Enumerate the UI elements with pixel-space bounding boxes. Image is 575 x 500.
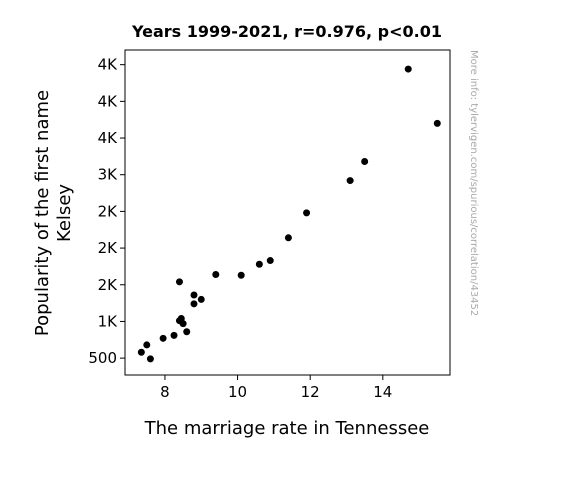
- data-point: [137, 348, 145, 356]
- y-tick-label: 4K: [98, 92, 119, 110]
- y-tick-label: 2K: [98, 239, 119, 257]
- y-axis-label-line-2: Kelsey: [54, 184, 75, 242]
- data-point: [346, 177, 354, 185]
- y-tick-label: 2K: [98, 276, 119, 294]
- y-axis-ticks: 500 1K 2K 2K 2K 3K 4K 4K 4K: [88, 56, 125, 367]
- data-point: [175, 278, 183, 286]
- watermark-text: More info: tylervigen.com/spurious/corre…: [468, 50, 479, 316]
- y-axis-label: Popularity of the first name Kelsey: [32, 90, 75, 336]
- plot-frame: [124, 49, 451, 376]
- data-point: [284, 234, 292, 242]
- data-point: [159, 334, 167, 342]
- data-point: [404, 65, 412, 73]
- y-tick-label: 3K: [98, 166, 119, 184]
- data-point: [212, 270, 220, 278]
- data-point: [179, 320, 187, 328]
- data-point: [170, 331, 178, 339]
- x-tick-label: 10: [228, 383, 247, 401]
- chart-title: Years 1999-2021, r=0.976, p<0.01: [131, 22, 442, 41]
- y-axis-label-line-1: Popularity of the first name: [32, 90, 53, 336]
- x-tick-label: 12: [301, 383, 320, 401]
- data-point: [190, 291, 198, 299]
- data-point: [361, 158, 369, 166]
- data-point: [255, 260, 263, 268]
- y-tick-label: 4K: [98, 56, 119, 74]
- x-axis-label: The marriage rate in Tennessee: [144, 418, 430, 439]
- y-tick-label: 4K: [98, 129, 119, 147]
- y-tick-label: 500: [88, 349, 117, 367]
- data-point: [146, 355, 154, 363]
- data-points: [137, 65, 441, 363]
- y-tick-label: 1K: [98, 312, 119, 330]
- data-point: [197, 295, 205, 303]
- x-axis-ticks: 8 10 12 14: [160, 375, 392, 401]
- data-point: [266, 257, 274, 265]
- data-point: [237, 271, 245, 279]
- x-tick-label: 14: [373, 383, 392, 401]
- data-point: [303, 209, 311, 217]
- data-point: [190, 300, 198, 308]
- data-point: [183, 328, 191, 336]
- x-tick-label: 8: [160, 383, 170, 401]
- data-point: [143, 341, 151, 349]
- data-point: [433, 119, 441, 127]
- y-tick-label: 2K: [98, 202, 119, 220]
